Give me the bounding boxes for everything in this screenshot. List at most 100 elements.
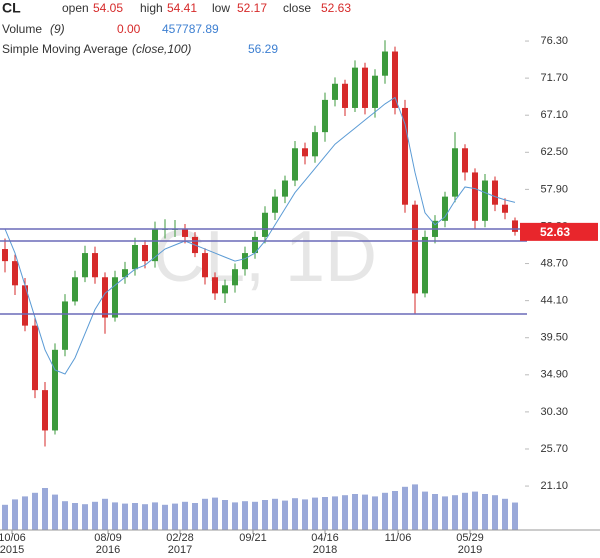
volume-bar bbox=[482, 494, 488, 530]
candle-body bbox=[262, 212, 268, 237]
y-tick-label: 25.70 bbox=[540, 443, 568, 455]
y-tick-label: 39.50 bbox=[540, 332, 568, 344]
candle-body bbox=[12, 261, 18, 286]
candle-body bbox=[62, 301, 68, 350]
x-tick-year: 2019 bbox=[458, 544, 482, 556]
volume-bar bbox=[182, 501, 188, 530]
volume-bar bbox=[432, 494, 438, 530]
volume-bar bbox=[332, 496, 338, 530]
candle-body bbox=[472, 172, 478, 221]
x-tick-label: 09/21 bbox=[239, 532, 267, 544]
y-tick-label: 67.10 bbox=[540, 109, 568, 121]
volume-value: 457787.89 bbox=[162, 22, 219, 36]
volume-bar bbox=[2, 504, 8, 530]
volume-bar bbox=[252, 501, 258, 530]
x-tick-label: 02/28 bbox=[166, 532, 194, 544]
candle-body bbox=[182, 228, 188, 237]
volume-bar bbox=[382, 492, 388, 530]
y-tick-label: 44.10 bbox=[540, 295, 568, 307]
y-tick-label: 71.70 bbox=[540, 72, 568, 84]
candle-body bbox=[482, 180, 488, 221]
candle-body bbox=[312, 132, 318, 157]
y-tick-label: 30.30 bbox=[540, 406, 568, 418]
volume-bar bbox=[142, 504, 148, 530]
candle-body bbox=[402, 107, 408, 205]
volume-bar bbox=[12, 499, 18, 530]
volume-bar bbox=[322, 497, 328, 530]
volume-bar bbox=[372, 496, 378, 530]
volume-bar bbox=[292, 498, 298, 530]
sma-value: 56.29 bbox=[248, 42, 278, 56]
x-tick-label: 11/06 bbox=[385, 532, 412, 544]
candle-body bbox=[252, 236, 258, 254]
volume-bar bbox=[172, 503, 178, 530]
candle-body bbox=[82, 253, 88, 278]
volume-bar bbox=[302, 499, 308, 530]
candle-body bbox=[422, 236, 428, 294]
candle-body bbox=[382, 51, 388, 76]
volume-bar bbox=[452, 495, 458, 530]
volume-bar bbox=[412, 484, 418, 530]
candle-body bbox=[102, 277, 108, 318]
volume-bar bbox=[282, 500, 288, 530]
ohlc-label: low bbox=[212, 1, 230, 15]
candle-body bbox=[122, 269, 128, 278]
candle-body bbox=[342, 83, 348, 108]
volume-label: Volume bbox=[2, 22, 42, 36]
price-tag-label: 52.63 bbox=[540, 225, 570, 239]
volume-bar bbox=[132, 503, 138, 530]
volume-param: (9) bbox=[50, 22, 65, 36]
volume-bar bbox=[162, 504, 168, 530]
candle-body bbox=[212, 277, 218, 294]
candle-body bbox=[412, 204, 418, 294]
ohlc-label: high bbox=[140, 1, 163, 15]
volume-bar bbox=[342, 495, 348, 530]
volume-bar bbox=[312, 497, 318, 530]
candle-body bbox=[112, 277, 118, 318]
volume-bar bbox=[72, 503, 78, 530]
volume-bar bbox=[402, 486, 408, 530]
candle-body bbox=[22, 285, 28, 326]
volume-bar bbox=[492, 495, 498, 530]
volume-bar bbox=[362, 494, 368, 530]
sma-param: (close,100) bbox=[132, 42, 191, 56]
ohlc-label: open bbox=[62, 1, 89, 15]
ohlc-label: close bbox=[283, 1, 311, 15]
volume-bar bbox=[462, 492, 468, 530]
volume-bar bbox=[112, 502, 118, 530]
volume-bar bbox=[212, 497, 218, 530]
plot-area bbox=[0, 40, 527, 530]
sma-label: Simple Moving Average bbox=[2, 42, 128, 56]
volume-value: 0.00 bbox=[117, 22, 141, 36]
y-tick-label: 48.70 bbox=[540, 257, 568, 269]
volume-bar bbox=[122, 503, 128, 530]
volume-bar bbox=[262, 500, 268, 530]
candle-body bbox=[32, 325, 38, 391]
candle-body bbox=[272, 196, 278, 213]
volume-bar bbox=[152, 502, 158, 530]
volume-bar bbox=[82, 504, 88, 530]
volume-bar bbox=[232, 502, 238, 530]
candle-body bbox=[202, 253, 208, 278]
volume-bar bbox=[42, 488, 48, 530]
y-tick-label: 34.90 bbox=[540, 369, 568, 381]
candle-body bbox=[242, 253, 248, 270]
candle-body bbox=[442, 196, 448, 221]
ohlc-value: 54.05 bbox=[93, 1, 123, 15]
candle-body bbox=[392, 51, 398, 108]
candle-body bbox=[332, 83, 338, 100]
candle-body bbox=[362, 67, 368, 108]
y-tick-label: 76.30 bbox=[540, 35, 568, 47]
candle-body bbox=[512, 220, 518, 232]
candle-body bbox=[462, 148, 468, 173]
x-tick-year: 2015 bbox=[0, 544, 24, 556]
candle-body bbox=[302, 148, 308, 157]
volume-bar bbox=[392, 491, 398, 530]
volume-bar bbox=[222, 500, 228, 530]
candle-body bbox=[72, 277, 78, 302]
volume-bar bbox=[422, 491, 428, 530]
x-tick-year: 2017 bbox=[168, 544, 192, 556]
ohlc-value: 54.41 bbox=[167, 1, 197, 15]
